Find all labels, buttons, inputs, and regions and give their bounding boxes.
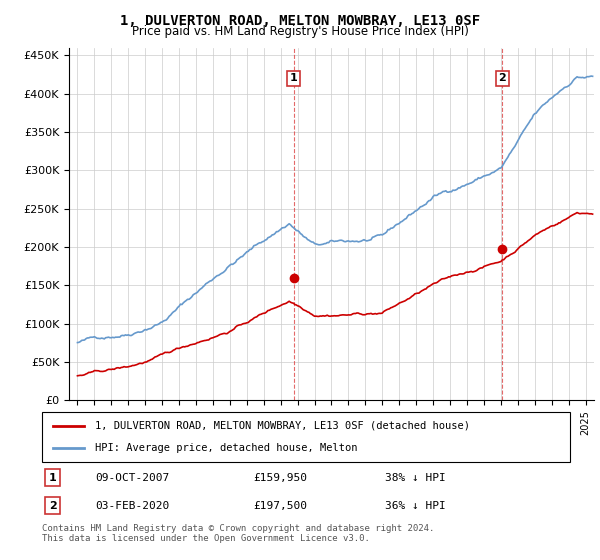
- Text: £159,950: £159,950: [253, 473, 307, 483]
- Text: 38% ↓ HPI: 38% ↓ HPI: [385, 473, 446, 483]
- Text: 1, DULVERTON ROAD, MELTON MOWBRAY, LE13 0SF (detached house): 1, DULVERTON ROAD, MELTON MOWBRAY, LE13 …: [95, 421, 470, 431]
- Text: 36% ↓ HPI: 36% ↓ HPI: [385, 501, 446, 511]
- Text: 1, DULVERTON ROAD, MELTON MOWBRAY, LE13 0SF: 1, DULVERTON ROAD, MELTON MOWBRAY, LE13 …: [120, 14, 480, 28]
- Text: 09-OCT-2007: 09-OCT-2007: [95, 473, 169, 483]
- Text: 03-FEB-2020: 03-FEB-2020: [95, 501, 169, 511]
- Text: HPI: Average price, detached house, Melton: HPI: Average price, detached house, Melt…: [95, 443, 358, 453]
- Text: 2: 2: [49, 501, 56, 511]
- Text: 2: 2: [499, 73, 506, 83]
- Text: Contains HM Land Registry data © Crown copyright and database right 2024.
This d: Contains HM Land Registry data © Crown c…: [42, 524, 434, 543]
- Text: £197,500: £197,500: [253, 501, 307, 511]
- FancyBboxPatch shape: [42, 412, 570, 462]
- Text: 1: 1: [49, 473, 56, 483]
- Text: Price paid vs. HM Land Registry's House Price Index (HPI): Price paid vs. HM Land Registry's House …: [131, 25, 469, 38]
- Text: 1: 1: [290, 73, 298, 83]
